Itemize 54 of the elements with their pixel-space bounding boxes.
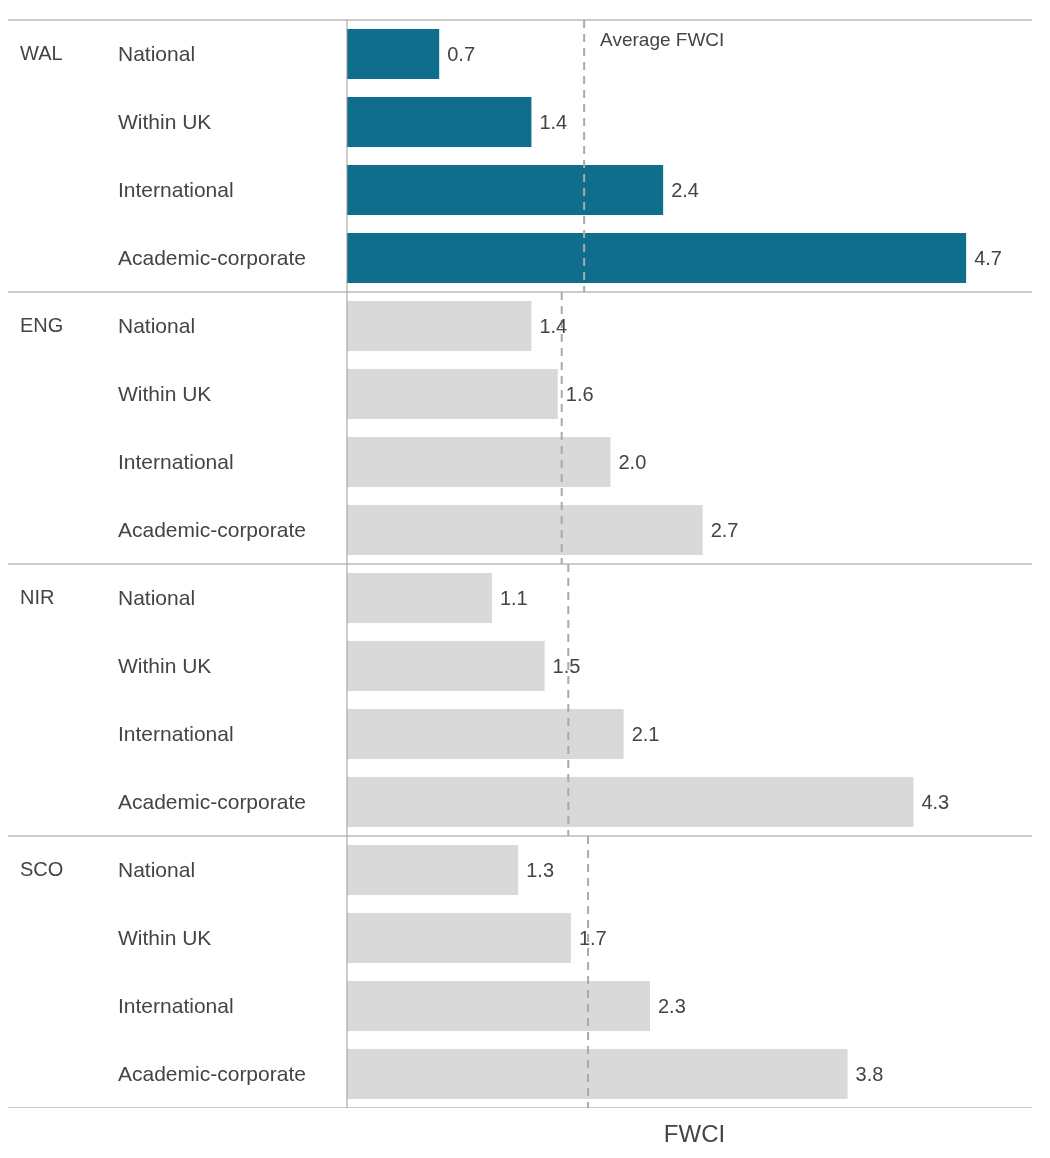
bar [347,233,967,283]
bar [347,845,519,895]
y-tick-label: Within UK [118,654,212,677]
data-label: 2.1 [631,723,660,746]
data-label: 2.4 [671,179,699,202]
text: ENG [20,314,64,336]
data-label: 0.7 [447,43,476,66]
data-label: 2.7 [710,519,739,542]
data-label: 1.4 [539,111,568,134]
data-label: 3.8 [855,1063,884,1086]
y-tick-label: International [118,994,234,1017]
bar [347,29,440,79]
bar [347,573,492,623]
text: WAL [20,42,63,64]
y-tick-label: Academic-corporate [118,518,306,541]
y-tick-label: International [118,722,234,745]
bar [347,97,532,147]
bar [347,505,703,555]
bar [347,1049,848,1099]
bar [347,709,624,759]
bar [347,437,611,487]
y-tick-label: Within UK [118,110,212,133]
data-label: 1.7 [578,927,607,950]
data-label: 4.7 [974,247,1002,270]
text: NIR [20,586,55,608]
x-axis-title: FWCI [662,1120,727,1148]
data-label: 1.5 [552,655,581,678]
y-tick-label: International [118,450,234,473]
text: SCO [20,858,64,880]
bar [347,641,545,691]
data-label: 1.3 [526,859,555,882]
data-label: 1.4 [539,315,568,338]
y-tick-label: Within UK [118,382,212,405]
data-label: 1.1 [499,587,528,610]
y-tick-label: National [118,858,196,881]
bar [347,913,571,963]
y-tick-label: Academic-corporate [118,246,306,269]
bar [347,981,650,1031]
data-label: 2.0 [618,451,647,474]
y-tick-label: Academic-corporate [118,1062,306,1085]
bar [347,301,532,351]
data-label: 1.6 [565,383,594,406]
y-tick-label: National [118,42,196,65]
y-tick-label: National [118,314,196,337]
y-tick-label: Academic-corporate [118,790,306,813]
data-label: 4.3 [921,791,950,814]
bar [347,777,914,827]
y-tick-label: National [118,586,196,609]
y-tick-label: Within UK [118,926,212,949]
y-tick-label: International [118,178,234,201]
ref-line-label: Average FWCI [600,29,725,50]
bar [347,165,664,215]
data-label: 2.3 [657,995,686,1018]
bar [347,369,558,419]
